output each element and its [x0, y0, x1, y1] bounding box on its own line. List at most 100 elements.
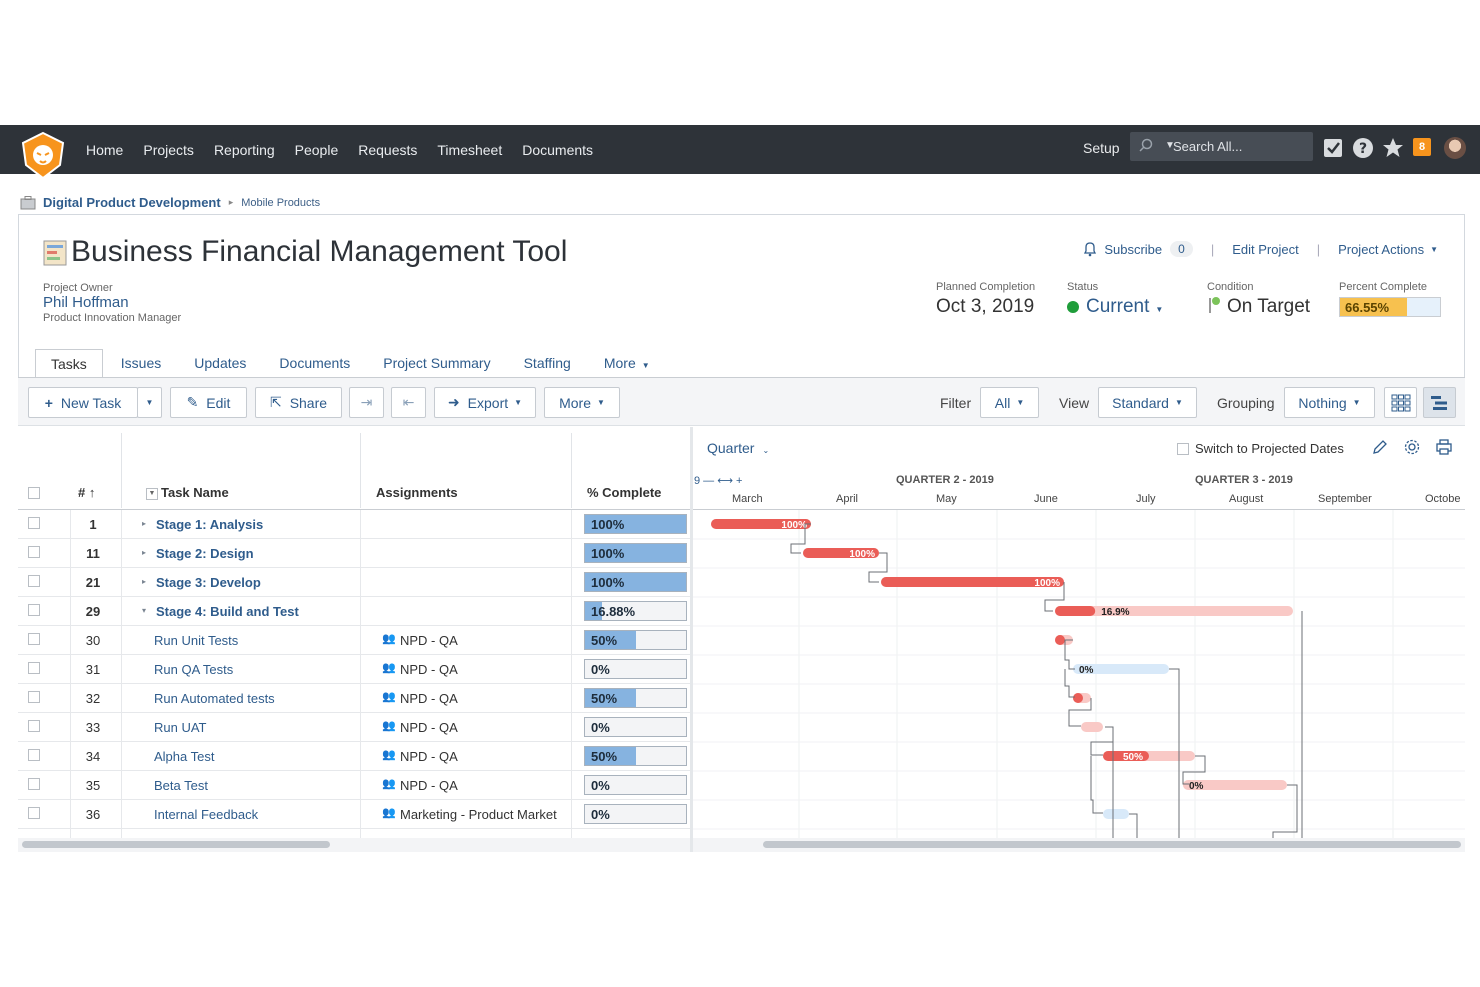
gantt-horizontal-scrollbar[interactable]	[693, 838, 1465, 852]
lion-logo-icon[interactable]	[18, 131, 68, 181]
assignment-value[interactable]: NPD - QA	[400, 778, 458, 793]
task-name-link[interactable]: Run Automated tests	[154, 691, 275, 706]
percent-complete-bar[interactable]: 16.88%	[584, 601, 687, 621]
projected-dates-checkbox[interactable]	[1177, 442, 1189, 455]
new-task-dropdown-button[interactable]: ▼	[137, 387, 162, 418]
grid-horizontal-scrollbar[interactable]	[18, 838, 690, 852]
percent-complete-bar[interactable]: 50%	[584, 688, 687, 708]
user-avatar[interactable]	[1444, 137, 1466, 159]
edit-project-button[interactable]: Edit Project	[1232, 241, 1299, 257]
column-header-num[interactable]: # ↑	[78, 485, 95, 500]
table-row[interactable]: 21 ▸ Stage 3: Develop 100%	[18, 568, 690, 597]
nav-link-timesheet[interactable]: Timesheet	[437, 141, 503, 158]
project-owner-name[interactable]: Phil Hoffman	[43, 294, 129, 311]
search-input[interactable]: Search All...	[1173, 139, 1243, 154]
row-checkbox[interactable]	[28, 720, 40, 732]
indent-button[interactable]: ⇥	[349, 387, 384, 418]
grid-gantt-splitter[interactable]	[690, 427, 693, 852]
nav-link-documents[interactable]: Documents	[522, 141, 594, 158]
bell-icon[interactable]	[1082, 241, 1098, 257]
filter-dropdown[interactable]: All ▼	[980, 387, 1039, 418]
status-dropdown[interactable]: Current ▼	[1067, 296, 1163, 318]
expand-toggle-icon[interactable]: ▸	[142, 577, 147, 586]
percent-complete-bar[interactable]: 0%	[584, 659, 687, 679]
new-task-button[interactable]: + New Task	[28, 387, 138, 418]
export-button[interactable]: ➜ Export ▼	[434, 387, 536, 418]
search-scope-caret-icon[interactable]: ▼	[1165, 140, 1175, 151]
table-row[interactable]: 31 Run QA Tests 👥 NPD - QA 0%	[18, 655, 690, 684]
table-row[interactable]: 11 ▸ Stage 2: Design 100%	[18, 539, 690, 568]
assignment-value[interactable]: NPD - QA	[400, 691, 458, 706]
row-checkbox[interactable]	[28, 662, 40, 674]
task-name-link[interactable]: Beta Test	[154, 778, 208, 793]
edit-button[interactable]: ✎ Edit	[170, 387, 247, 418]
assignment-value[interactable]: NPD - QA	[400, 633, 458, 648]
expand-toggle-icon[interactable]: ▸	[142, 548, 147, 557]
percent-complete-bar[interactable]: 50%	[584, 630, 687, 650]
share-button[interactable]: ⇱ Share	[255, 387, 342, 418]
tab-tasks[interactable]: Tasks	[35, 349, 103, 379]
row-checkbox[interactable]	[28, 517, 40, 529]
setup-link[interactable]: Setup	[1083, 140, 1120, 156]
task-name-link[interactable]: Stage 2: Design	[156, 546, 254, 561]
row-checkbox[interactable]	[28, 575, 40, 587]
column-header-percent-complete[interactable]: % Complete	[587, 485, 662, 500]
outdent-button[interactable]: ⇤	[391, 387, 426, 418]
nav-link-requests[interactable]: Requests	[358, 141, 418, 158]
task-name-link[interactable]: Run Unit Tests	[154, 633, 239, 648]
pencil-icon[interactable]	[1371, 438, 1389, 456]
checkbox-tasks-icon[interactable]	[1322, 137, 1344, 159]
row-checkbox[interactable]	[28, 749, 40, 761]
percent-complete-bar[interactable]: 50%	[584, 746, 687, 766]
table-row[interactable]: 30 Run Unit Tests 👥 NPD - QA 50%	[18, 626, 690, 655]
tab-issues[interactable]: Issues	[106, 349, 176, 379]
column-menu-icon[interactable]: ▼	[146, 487, 158, 500]
help-icon[interactable]: ?	[1352, 137, 1374, 159]
task-name-link[interactable]: Alpha Test	[154, 749, 215, 764]
assignment-value[interactable]: NPD - QA	[400, 749, 458, 764]
expand-toggle-icon[interactable]: ▸	[142, 519, 147, 528]
select-all-checkbox[interactable]	[28, 487, 40, 499]
gantt-zoom-controls[interactable]: 9 — ⟷ +	[694, 475, 743, 487]
row-checkbox[interactable]	[28, 778, 40, 790]
table-row[interactable]: 33 Run UAT 👥 NPD - QA 0%	[18, 713, 690, 742]
grid-scroll-thumb[interactable]	[22, 841, 330, 848]
gantt-scroll-thumb[interactable]	[763, 841, 1461, 848]
chevron-down-icon[interactable]: ▼	[1430, 244, 1438, 254]
nav-link-reporting[interactable]: Reporting	[213, 141, 275, 158]
percent-complete-bar[interactable]: 0%	[584, 717, 687, 737]
expand-toggle-icon[interactable]: ▾	[142, 606, 147, 615]
tab-more[interactable]: More ▼	[589, 349, 665, 379]
table-row[interactable]: 36 Internal Feedback 👥 Marketing - Product …	[18, 800, 690, 829]
tab-project-summary[interactable]: Project Summary	[368, 349, 505, 379]
nav-link-people[interactable]: People	[294, 141, 339, 158]
tab-staffing[interactable]: Staffing	[509, 349, 586, 379]
nav-link-home[interactable]: Home	[86, 141, 124, 158]
row-checkbox[interactable]	[28, 604, 40, 616]
percent-complete-bar[interactable]: 100%	[584, 572, 687, 592]
projected-dates-toggle[interactable]: Switch to Projected Dates	[1177, 441, 1344, 456]
assignment-value[interactable]: NPD - QA	[400, 662, 458, 677]
task-name-link[interactable]: Run QA Tests	[154, 662, 234, 677]
table-row[interactable]: 35 Beta Test 👥 NPD - QA 0%	[18, 771, 690, 800]
task-name-link[interactable]: Internal Feedback	[154, 807, 259, 822]
row-checkbox[interactable]	[28, 691, 40, 703]
grouping-dropdown[interactable]: Nothing ▼	[1284, 387, 1375, 418]
search-box[interactable]: ▼ Search All...	[1130, 132, 1313, 161]
task-name-link[interactable]: Run UAT	[154, 720, 207, 735]
grid-view-button[interactable]	[1384, 387, 1417, 418]
tab-updates[interactable]: Updates	[179, 349, 261, 379]
more-button[interactable]: More ▼	[544, 387, 620, 418]
breadcrumb-current-link[interactable]: Mobile Products	[241, 196, 321, 209]
task-name-link[interactable]: Stage 4: Build and Test	[156, 604, 299, 619]
table-row[interactable]: 29 ▾ Stage 4: Build and Test 16.88%	[18, 597, 690, 626]
nav-link-projects[interactable]: Projects	[143, 141, 194, 158]
breadcrumb-parent-link[interactable]: Digital Product Development	[43, 195, 221, 210]
column-header-task-name[interactable]: ▼ Task Name	[146, 485, 229, 500]
table-row[interactable]: 34 Alpha Test 👥 NPD - QA 50%	[18, 742, 690, 771]
row-checkbox[interactable]	[28, 807, 40, 819]
table-row[interactable]: 32 Run Automated tests 👥 NPD - QA 50%	[18, 684, 690, 713]
row-checkbox[interactable]	[28, 633, 40, 645]
task-name-link[interactable]: Stage 3: Develop	[156, 575, 261, 590]
column-header-assignments[interactable]: Assignments	[376, 485, 458, 500]
